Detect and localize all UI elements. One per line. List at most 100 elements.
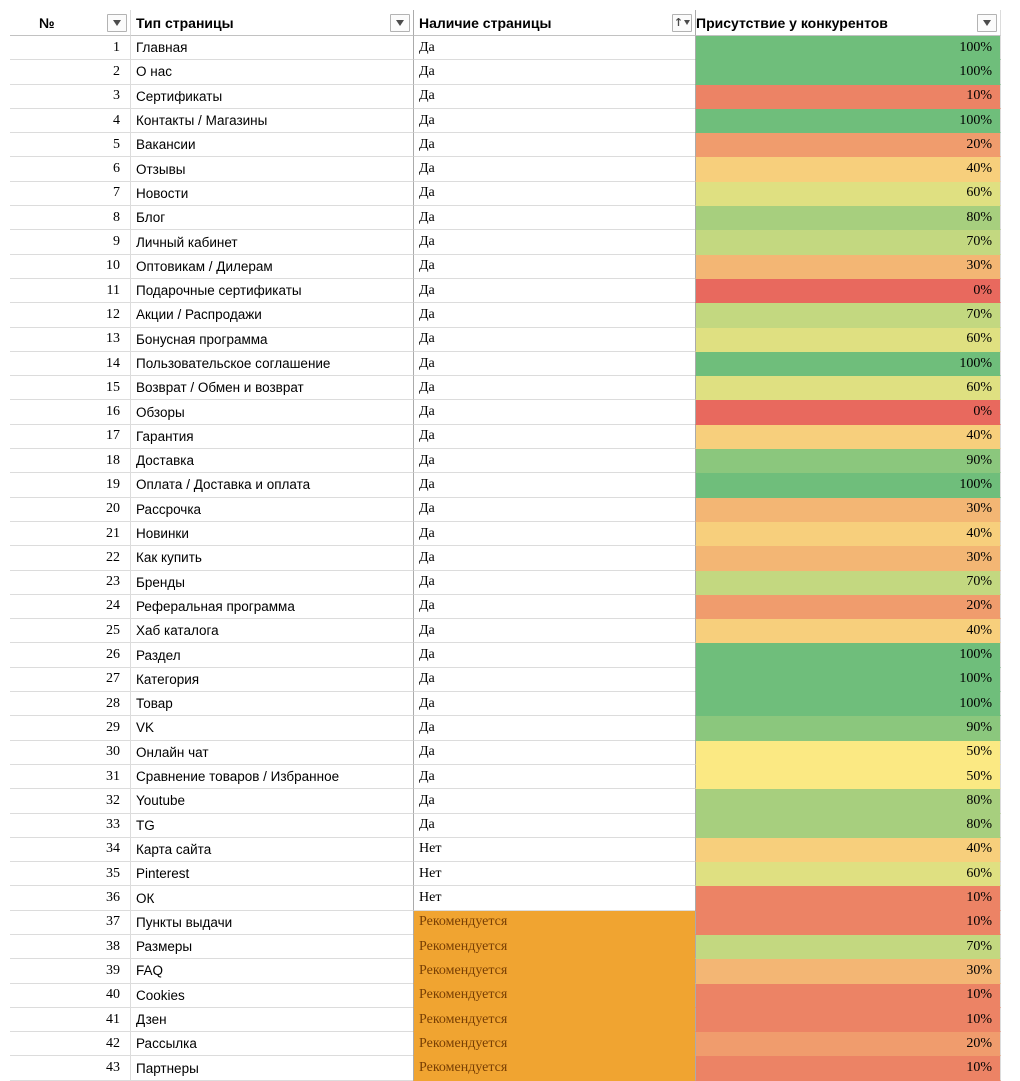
- competitor-percent-cell[interactable]: 40%: [695, 157, 1001, 182]
- row-number-cell[interactable]: 24: [35, 595, 130, 620]
- row-number-cell[interactable]: 19: [35, 473, 130, 498]
- presence-cell[interactable]: Да: [413, 206, 695, 231]
- page-type-cell[interactable]: Карта сайта: [130, 837, 413, 863]
- competitor-percent-cell[interactable]: 100%: [695, 692, 1001, 717]
- header-cell-page-presence[interactable]: Наличие страницы ↑: [413, 10, 695, 36]
- presence-cell[interactable]: Нет: [413, 886, 695, 911]
- presence-cell[interactable]: Да: [413, 351, 695, 377]
- competitor-percent-cell[interactable]: 30%: [695, 497, 1001, 522]
- row-number-cell[interactable]: 5: [35, 133, 130, 158]
- competitor-percent-cell[interactable]: 100%: [695, 473, 1001, 498]
- row-number-cell[interactable]: 12: [35, 303, 130, 328]
- page-type-cell[interactable]: FAQ: [130, 959, 413, 984]
- page-type-cell[interactable]: Вакансии: [130, 133, 413, 158]
- page-type-cell[interactable]: Оплата / Доставка и оплата: [130, 473, 413, 498]
- presence-cell[interactable]: Да: [413, 449, 695, 474]
- presence-cell[interactable]: Нет: [413, 862, 695, 887]
- presence-cell[interactable]: Рекомендуется: [413, 1032, 695, 1057]
- row-number-cell[interactable]: 28: [35, 692, 130, 717]
- row-number-cell[interactable]: 34: [35, 838, 130, 863]
- row-number-cell[interactable]: 38: [35, 935, 130, 960]
- presence-cell[interactable]: Рекомендуется: [413, 934, 695, 960]
- presence-cell[interactable]: Да: [413, 400, 695, 425]
- presence-cell[interactable]: Да: [413, 84, 695, 109]
- page-type-cell[interactable]: Бонусная программа: [130, 327, 413, 352]
- page-type-cell[interactable]: Размеры: [130, 934, 413, 960]
- header-cell-competitor-presence[interactable]: Присутствие у конкурентов ↑: [695, 10, 1001, 36]
- row-number-cell[interactable]: 1: [35, 36, 130, 61]
- row-number-cell[interactable]: 10: [35, 255, 130, 279]
- competitor-percent-cell[interactable]: 100%: [695, 667, 1001, 693]
- page-type-cell[interactable]: Новинки: [130, 521, 413, 547]
- row-number-cell[interactable]: 7: [35, 182, 130, 207]
- page-type-cell[interactable]: Категория: [130, 667, 413, 693]
- competitor-percent-cell[interactable]: 10%: [695, 910, 1001, 935]
- competitor-percent-cell[interactable]: 90%: [695, 449, 1001, 474]
- competitor-percent-cell[interactable]: 90%: [695, 716, 1001, 741]
- page-type-cell[interactable]: Бренды: [130, 570, 413, 595]
- presence-cell[interactable]: Да: [413, 570, 695, 595]
- page-type-cell[interactable]: Оптовикам / Дилерам: [130, 254, 413, 279]
- presence-cell[interactable]: Да: [413, 521, 695, 547]
- page-type-cell[interactable]: Пользовательское соглашение: [130, 351, 413, 377]
- presence-cell[interactable]: Да: [413, 108, 695, 134]
- competitor-percent-cell[interactable]: 20%: [695, 594, 1001, 620]
- presence-cell[interactable]: Да: [413, 813, 695, 838]
- competitor-percent-cell[interactable]: 40%: [695, 424, 1001, 450]
- row-number-cell[interactable]: 43: [35, 1056, 130, 1081]
- page-type-cell[interactable]: Обзоры: [130, 400, 413, 425]
- presence-cell[interactable]: Да: [413, 254, 695, 279]
- page-type-cell[interactable]: Youtube: [130, 789, 413, 814]
- row-number-cell[interactable]: 14: [35, 352, 130, 377]
- header-cell-page-type[interactable]: Тип страницы ↑: [130, 10, 413, 36]
- row-number-cell[interactable]: 22: [35, 546, 130, 571]
- header-cell-number[interactable]: № ↑: [35, 10, 130, 36]
- presence-cell[interactable]: Рекомендуется: [413, 910, 695, 935]
- competitor-percent-cell[interactable]: 0%: [695, 278, 1001, 304]
- page-type-cell[interactable]: Pinterest: [130, 862, 413, 887]
- page-type-cell[interactable]: Личный кабинет: [130, 230, 413, 255]
- page-type-cell[interactable]: Хаб каталога: [130, 619, 413, 644]
- competitor-percent-cell[interactable]: 10%: [695, 84, 1001, 109]
- row-number-cell[interactable]: 9: [35, 230, 130, 255]
- page-type-cell[interactable]: Контакты / Магазины: [130, 108, 413, 134]
- competitor-percent-cell[interactable]: 0%: [695, 400, 1001, 425]
- competitor-percent-cell[interactable]: 50%: [695, 740, 1001, 765]
- page-type-cell[interactable]: Акции / Распродажи: [130, 303, 413, 328]
- row-number-cell[interactable]: 42: [35, 1032, 130, 1057]
- presence-cell[interactable]: Нет: [413, 837, 695, 863]
- page-type-cell[interactable]: Пункты выдачи: [130, 910, 413, 935]
- competitor-percent-cell[interactable]: 70%: [695, 934, 1001, 960]
- presence-cell[interactable]: Да: [413, 667, 695, 693]
- presence-cell[interactable]: Да: [413, 303, 695, 328]
- page-type-cell[interactable]: Как купить: [130, 546, 413, 571]
- competitor-percent-cell[interactable]: 50%: [695, 764, 1001, 790]
- row-number-cell[interactable]: 4: [35, 109, 130, 134]
- competitor-percent-cell[interactable]: 60%: [695, 862, 1001, 887]
- presence-cell[interactable]: Да: [413, 497, 695, 522]
- page-type-cell[interactable]: ОК: [130, 886, 413, 911]
- competitor-percent-cell[interactable]: 30%: [695, 254, 1001, 279]
- page-type-cell[interactable]: Сертификаты: [130, 84, 413, 109]
- presence-cell[interactable]: Да: [413, 230, 695, 255]
- row-number-cell[interactable]: 35: [35, 862, 130, 887]
- page-type-cell[interactable]: Главная: [130, 36, 413, 61]
- page-type-cell[interactable]: Рассылка: [130, 1032, 413, 1057]
- presence-cell[interactable]: Рекомендуется: [413, 959, 695, 984]
- row-number-cell[interactable]: 18: [35, 449, 130, 474]
- page-type-cell[interactable]: Блог: [130, 206, 413, 231]
- presence-cell[interactable]: Да: [413, 619, 695, 644]
- row-number-cell[interactable]: 29: [35, 716, 130, 741]
- competitor-percent-cell[interactable]: 60%: [695, 181, 1001, 207]
- presence-cell[interactable]: Да: [413, 60, 695, 85]
- competitor-percent-cell[interactable]: 70%: [695, 303, 1001, 328]
- row-number-cell[interactable]: 32: [35, 789, 130, 814]
- competitor-percent-cell[interactable]: 100%: [695, 351, 1001, 377]
- filter-button-page-presence[interactable]: ↑: [672, 13, 692, 32]
- presence-cell[interactable]: Да: [413, 764, 695, 790]
- competitor-percent-cell[interactable]: 100%: [695, 36, 1001, 61]
- filter-button-competitor-presence[interactable]: ↑: [977, 13, 997, 32]
- presence-cell[interactable]: Рекомендуется: [413, 983, 695, 1008]
- page-type-cell[interactable]: Сравнение товаров / Избранное: [130, 764, 413, 790]
- presence-cell[interactable]: Рекомендуется: [413, 1007, 695, 1033]
